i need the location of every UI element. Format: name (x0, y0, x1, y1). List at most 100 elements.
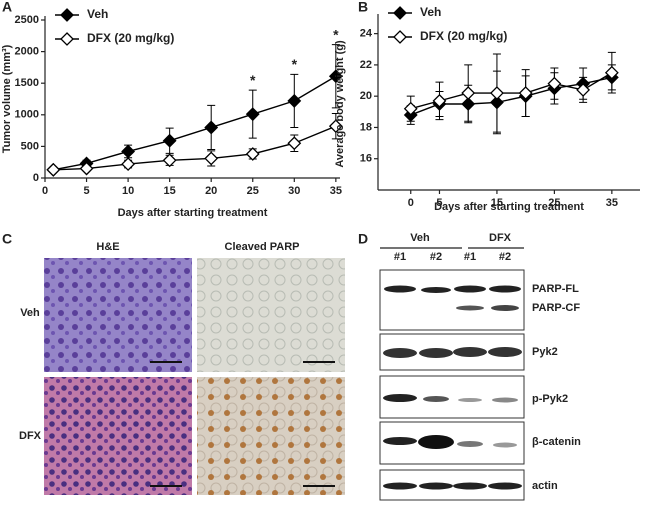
y-axis-label: Tumor volume (mm³) (1, 44, 13, 153)
band (383, 437, 417, 445)
column-label: H&E (96, 241, 119, 253)
x-tick-label: 15 (164, 185, 176, 197)
marker (287, 136, 302, 151)
marker (121, 157, 136, 172)
x-tick-label: 5 (436, 197, 442, 209)
y-tick-label: 500 (21, 140, 39, 152)
marker (46, 162, 61, 177)
y-tick-label: 0 (33, 172, 39, 184)
marker (245, 107, 260, 122)
legend-label: Veh (87, 7, 108, 21)
x-axis-label: Days after starting treatment (118, 207, 268, 219)
panel-label: B (358, 0, 368, 15)
lane-label: #2 (430, 251, 442, 263)
blot (379, 333, 525, 371)
band (456, 305, 484, 311)
band (493, 442, 517, 448)
legend-marker (60, 32, 74, 46)
y-tick-label: 2000 (15, 46, 39, 58)
legend-marker (393, 6, 407, 20)
x-tick-label: 25 (247, 185, 259, 197)
y-tick-label: 2500 (15, 14, 39, 26)
panel-label: A (2, 0, 12, 15)
band-label: PARP-CF (532, 302, 580, 314)
band (488, 347, 522, 357)
band-label: p-Pyk2 (532, 393, 568, 405)
x-tick-label: 0 (42, 185, 48, 197)
x-tick-label: 25 (548, 197, 560, 209)
x-tick-label: 35 (330, 185, 342, 197)
panel-c: C H&E Cleaved PARP Veh DFX (2, 231, 345, 495)
marker (490, 86, 504, 100)
micrograph (197, 258, 345, 372)
micrograph (44, 258, 192, 372)
band-label: β-catenin (532, 436, 581, 448)
band (453, 482, 487, 490)
band (453, 347, 487, 357)
y-axis-label: Average body weight (g) (334, 40, 346, 168)
band (383, 394, 417, 402)
marker (287, 93, 302, 108)
legend-label: Veh (420, 5, 441, 19)
x-tick-label: 10 (122, 185, 134, 197)
band (384, 285, 416, 293)
marker (328, 69, 343, 84)
micrograph (44, 377, 192, 495)
column-label: Cleaved PARP (225, 241, 300, 253)
band-label: Pyk2 (532, 346, 558, 358)
panel-d: D Veh DFX #1 #2 #1 #2 (358, 231, 581, 501)
row-label: Veh (20, 307, 40, 319)
band (458, 398, 482, 402)
y-tick-label: 22 (360, 59, 372, 71)
band (489, 285, 521, 293)
legend-label: DFX (20 mg/kg) (87, 31, 174, 45)
x-axis-label: Days after starting treatment (434, 201, 584, 213)
panel-label: D (358, 231, 368, 247)
band (488, 482, 522, 490)
y-tick-label: 1000 (15, 109, 39, 121)
band-label: actin (532, 480, 558, 492)
band (419, 348, 453, 358)
lane-label: #1 (394, 251, 406, 263)
group-label: DFX (489, 232, 512, 244)
blot (379, 375, 525, 419)
annotation: * (292, 56, 298, 72)
series-line (53, 125, 337, 171)
band (383, 348, 417, 358)
y-tick-label: 18 (360, 121, 372, 133)
marker (576, 83, 591, 97)
blot (379, 269, 525, 331)
annotation: * (333, 26, 339, 42)
y-tick-label: 1500 (15, 77, 39, 89)
x-tick-label: 20 (205, 185, 217, 197)
band (423, 396, 449, 402)
y-tick-label: 16 (360, 153, 372, 165)
y-tick-label: 20 (360, 90, 372, 102)
band (492, 397, 518, 403)
x-tick-label: 35 (606, 197, 618, 209)
band (419, 482, 453, 490)
legend-marker (393, 30, 407, 44)
panel-label: C (2, 231, 12, 247)
x-tick-label: 5 (83, 185, 89, 197)
marker (121, 144, 136, 159)
band (454, 285, 486, 293)
band (383, 482, 417, 490)
marker (162, 153, 177, 168)
blot (379, 469, 525, 501)
marker (518, 86, 533, 100)
legend-label: DFX (20 mg/kg) (420, 29, 507, 43)
lane-label: #2 (499, 251, 511, 263)
y-tick-label: 24 (360, 28, 373, 40)
marker (328, 119, 343, 134)
marker (461, 86, 476, 100)
marker (604, 65, 619, 80)
legend-marker (60, 8, 74, 22)
row-label: DFX (19, 430, 42, 442)
annotation: * (250, 72, 256, 88)
group-label: Veh (410, 232, 430, 244)
marker (79, 161, 94, 176)
band (421, 287, 451, 293)
marker (547, 76, 562, 91)
